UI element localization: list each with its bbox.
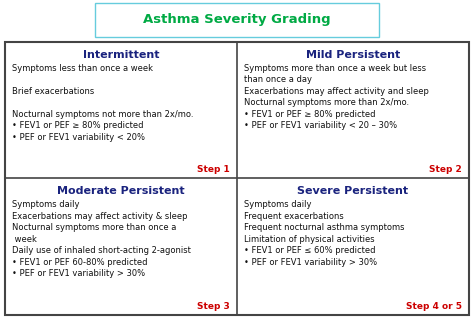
Text: Mild Persistent: Mild Persistent [306,50,400,60]
Text: Symptoms more than once a week but less
than once a day
Exacerbations may affect: Symptoms more than once a week but less … [244,64,429,130]
Text: Moderate Persistent: Moderate Persistent [57,187,185,196]
Text: Severe Persistent: Severe Persistent [298,187,409,196]
FancyBboxPatch shape [5,42,469,315]
Text: Asthma Severity Grading: Asthma Severity Grading [143,13,331,27]
Text: Intermittent: Intermittent [83,50,159,60]
Text: Symptoms less than once a week

Brief exacerbations

Nocturnal symptoms not more: Symptoms less than once a week Brief exa… [12,64,193,142]
Text: Symptoms daily
Frequent exacerbations
Frequent nocturnal asthma symptoms
Limitat: Symptoms daily Frequent exacerbations Fr… [244,201,404,267]
Text: Step 3: Step 3 [197,302,230,311]
FancyBboxPatch shape [95,3,379,37]
Text: Symptoms daily
Exacerbations may affect activity & sleep
Nocturnal symptoms more: Symptoms daily Exacerbations may affect … [12,201,191,278]
Text: Step 4 or 5: Step 4 or 5 [406,302,462,311]
Text: Step 2: Step 2 [429,165,462,174]
Text: Step 1: Step 1 [197,165,230,174]
